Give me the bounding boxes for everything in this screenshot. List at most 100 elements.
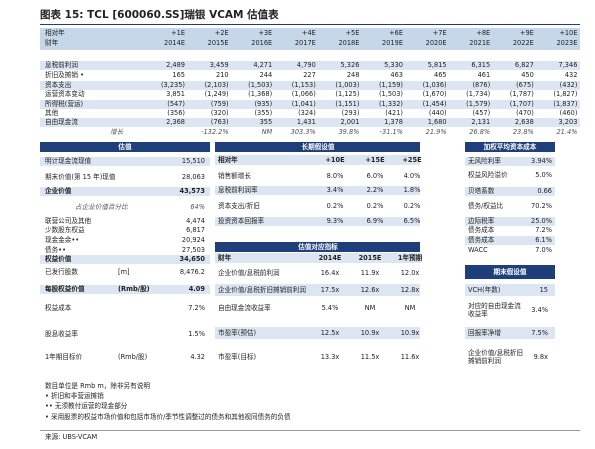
header-cell: 2015E bbox=[358, 254, 382, 262]
row-label: 投资资本回报率 bbox=[218, 217, 265, 225]
header-cell: 2022E bbox=[512, 39, 534, 47]
header-cell: 2017E bbox=[294, 39, 316, 47]
value: 25.0% bbox=[531, 217, 552, 225]
cell: (1,041) bbox=[291, 100, 316, 108]
row-label: 联营公司及其他 bbox=[45, 217, 92, 225]
footnote: • 折旧和非营运摊销 bbox=[45, 392, 104, 400]
row-label: 权益风险溢价 bbox=[468, 171, 508, 179]
row-label: 现金金余•• bbox=[45, 236, 80, 244]
row-label: 企业价值/息税前利润 bbox=[218, 269, 280, 277]
header-band bbox=[215, 253, 420, 263]
cell: (1,332) bbox=[378, 100, 403, 108]
cell: (1,003) bbox=[335, 81, 360, 89]
section-title: 估值对应指标 bbox=[298, 243, 338, 251]
section-title: 估值 bbox=[118, 143, 132, 151]
row-label: 息税前利润率 bbox=[218, 186, 258, 194]
title-rule bbox=[40, 24, 580, 25]
row-label: 权益价值 bbox=[45, 255, 72, 263]
header-cell: +6E bbox=[389, 29, 403, 37]
row-label: 市盈率(预估) bbox=[218, 329, 257, 337]
cell: 5,326 bbox=[340, 61, 360, 69]
cell: 21.9% bbox=[425, 128, 447, 136]
row-band bbox=[40, 117, 580, 127]
value: 7.2% bbox=[535, 226, 552, 234]
row-label: 对应的自由现金流收益率 bbox=[468, 302, 521, 318]
cell: 5,815 bbox=[427, 61, 447, 69]
header-cell: 2020E bbox=[425, 39, 447, 47]
row-label: 企业价值 bbox=[45, 187, 72, 195]
value: 34,650 bbox=[179, 255, 205, 263]
value: 3.4% bbox=[531, 306, 548, 314]
header-cell: 1年预期 bbox=[397, 254, 423, 262]
row-label: 债务成本 bbox=[468, 236, 495, 244]
row-label: 市盈率(目标) bbox=[218, 353, 257, 361]
row-label: 债务成本 bbox=[468, 226, 495, 234]
header-cell: +3E bbox=[258, 29, 273, 37]
unit: (Rmb/股) bbox=[118, 285, 150, 293]
cell: 0.2% bbox=[366, 202, 384, 210]
header-cell: 2014E bbox=[164, 39, 185, 47]
header-cell: 2018E bbox=[338, 39, 360, 47]
row-band bbox=[465, 186, 555, 196]
cell: 0.2% bbox=[326, 202, 344, 210]
cell: (935) bbox=[254, 100, 273, 108]
row-label: 债务/权益比 bbox=[468, 202, 504, 210]
cell: -132.2% bbox=[201, 128, 229, 136]
source-rule bbox=[40, 430, 580, 431]
value: 3.94% bbox=[531, 157, 552, 165]
cell: 5.4% bbox=[321, 304, 339, 312]
cell: 7,346 bbox=[558, 61, 578, 69]
cell: (1,454) bbox=[422, 100, 447, 108]
section-title: 期末假设值 bbox=[493, 268, 527, 276]
value: 6,817 bbox=[186, 226, 205, 234]
value: 5.0% bbox=[535, 171, 552, 179]
value: 8,476.2 bbox=[179, 268, 205, 276]
value: 9.8x bbox=[533, 353, 548, 361]
cell: 8.0% bbox=[326, 172, 344, 180]
cell: NM bbox=[364, 304, 376, 312]
header-label: 财年 bbox=[45, 39, 59, 47]
cell: (470) bbox=[516, 109, 534, 117]
cell: 16.4x bbox=[320, 269, 340, 277]
cell: 432 bbox=[564, 71, 578, 79]
value: 0.66 bbox=[537, 187, 552, 195]
cell: 3,851 bbox=[166, 90, 185, 98]
cell: (432) bbox=[559, 81, 578, 89]
cell: 6.5% bbox=[403, 217, 421, 225]
cell: 1.8% bbox=[403, 186, 421, 194]
row-label: 边际税率 bbox=[468, 217, 495, 225]
row-label: 每股权益价值 bbox=[45, 285, 85, 293]
cell: 461 bbox=[477, 71, 491, 79]
cell: (460) bbox=[559, 109, 578, 117]
cell: 210 bbox=[216, 71, 229, 79]
cell: 463 bbox=[390, 71, 403, 79]
header-cell: +25E bbox=[402, 156, 422, 164]
cell: (759) bbox=[210, 100, 229, 108]
row-label: 企业价值/息税折旧摊销前利润 bbox=[218, 286, 306, 294]
row-label: 资本支出/折旧 bbox=[218, 202, 260, 210]
cell: 21.4% bbox=[556, 128, 578, 136]
header-cell: 2016E bbox=[251, 39, 273, 47]
cell: (547) bbox=[167, 100, 185, 108]
section-bar bbox=[465, 142, 555, 152]
cell: (1,066) bbox=[291, 90, 316, 98]
cell: 5,330 bbox=[384, 61, 403, 69]
cell: 6,827 bbox=[514, 61, 534, 69]
cell: 4,790 bbox=[296, 61, 316, 69]
value: 7.2% bbox=[188, 304, 205, 312]
cell: 1,680 bbox=[427, 118, 447, 126]
value: 4.09 bbox=[188, 285, 205, 293]
row-label: 息税前利润 bbox=[45, 61, 78, 69]
cell: 39.8% bbox=[338, 128, 360, 136]
header-cell: 2021E bbox=[469, 39, 491, 47]
row-band bbox=[215, 216, 420, 226]
cell: 12.8x bbox=[400, 286, 420, 294]
cell: (356) bbox=[167, 109, 185, 117]
row-label: VCH(年数) bbox=[468, 286, 501, 294]
row-band bbox=[215, 185, 420, 195]
cell: (293) bbox=[341, 109, 360, 117]
row-band bbox=[40, 99, 580, 109]
row-label: 自由现金流收益率 bbox=[218, 304, 271, 312]
cell: (320) bbox=[210, 109, 229, 117]
